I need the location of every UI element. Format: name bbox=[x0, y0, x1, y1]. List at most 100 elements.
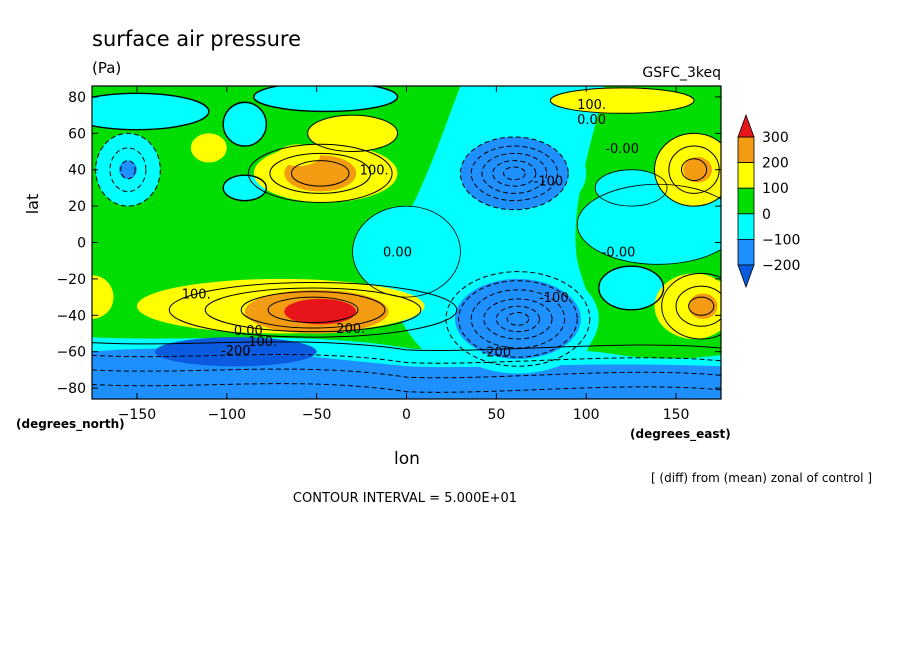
contour-line bbox=[92, 341, 721, 351]
x-tick-label: 100 bbox=[573, 407, 600, 423]
contour-interval-label: CONTOUR INTERVAL = 5.000E+01 bbox=[293, 491, 517, 506]
model-label: GSFC_3keq bbox=[642, 65, 721, 81]
diff-subtitle: [ (diff) from (mean) zonal of control ] bbox=[651, 471, 872, 485]
contour-line bbox=[307, 114, 399, 153]
contour-line bbox=[267, 296, 359, 324]
colorbar-label: 100 bbox=[762, 181, 789, 197]
contour-line bbox=[675, 285, 721, 327]
contour-label: 0.00 bbox=[234, 324, 263, 339]
colorbar-swatch bbox=[737, 187, 755, 215]
x-tick-label: 0 bbox=[402, 407, 411, 423]
chart-title: surface air pressure bbox=[92, 27, 301, 51]
contour-label: -0.00 bbox=[605, 142, 639, 157]
y-tick-label: 80 bbox=[68, 90, 86, 106]
pressure-blobs bbox=[92, 86, 721, 399]
contour-line bbox=[459, 136, 569, 211]
contour-line bbox=[594, 169, 668, 207]
anomaly-blob bbox=[460, 136, 569, 210]
colorbar-swatch bbox=[737, 162, 755, 189]
colorbar-label: −200 bbox=[762, 258, 800, 274]
anomaly-blob bbox=[595, 169, 668, 207]
colorbar: 300 200 100 0 −100 −200 bbox=[737, 113, 800, 289]
colorbar-label: 300 bbox=[762, 130, 789, 146]
anomaly-blob bbox=[550, 87, 695, 114]
contour-line bbox=[222, 174, 268, 202]
contour-label: 100. bbox=[577, 98, 606, 113]
y-tick-label: 20 bbox=[68, 199, 86, 215]
contour-lines bbox=[92, 86, 721, 393]
contour-label: -100 bbox=[539, 291, 569, 306]
y-tick-label: 40 bbox=[68, 163, 86, 179]
contour-label: -200 bbox=[482, 346, 512, 361]
contour-line bbox=[109, 147, 147, 193]
contour-label: -100 bbox=[534, 175, 564, 190]
contour-line bbox=[92, 383, 721, 393]
contour-line bbox=[549, 87, 695, 114]
contour-line bbox=[688, 296, 715, 316]
contour-line bbox=[92, 92, 210, 131]
contour-line bbox=[247, 143, 393, 203]
contour-line bbox=[445, 271, 591, 367]
contour-line bbox=[290, 160, 350, 187]
contour-line bbox=[481, 152, 548, 194]
heatmap-field bbox=[92, 86, 721, 399]
anomaly-blob bbox=[92, 93, 209, 130]
contour-label: 0.00 bbox=[383, 246, 412, 261]
anomaly-blob bbox=[654, 273, 721, 339]
contour-line bbox=[92, 354, 721, 364]
y-units-label: (degrees_north) bbox=[16, 417, 125, 432]
x-tick-label: −50 bbox=[302, 407, 332, 423]
anomaly-blob bbox=[598, 266, 664, 310]
contour-line bbox=[269, 152, 372, 194]
contour-line bbox=[654, 132, 721, 207]
contour-line bbox=[458, 280, 578, 358]
contour-line bbox=[661, 272, 721, 340]
contour-line bbox=[680, 158, 708, 182]
x-tick-label: 50 bbox=[487, 407, 505, 423]
contour-line bbox=[253, 86, 399, 113]
contour-label: -0.00 bbox=[602, 246, 636, 261]
colorbar-min-arrow bbox=[737, 264, 755, 289]
anomaly-blob bbox=[307, 115, 398, 152]
contour-label: 100. bbox=[182, 287, 211, 302]
contour-line bbox=[483, 298, 553, 340]
contour-label: -200 bbox=[221, 344, 251, 359]
colorbar-max-arrow bbox=[737, 113, 755, 138]
y-tick-label: −20 bbox=[56, 272, 86, 288]
colorbar-swatch bbox=[737, 136, 755, 164]
contour-line bbox=[470, 145, 558, 202]
anomaly-blob bbox=[118, 160, 137, 179]
contour-line bbox=[576, 183, 721, 265]
contour-line bbox=[222, 101, 268, 147]
axes: −150 −100 −50 0 50 100 150 80 60 40 20 0 −20 −40 −60 −8… bbox=[56, 86, 721, 423]
contour-label: 100. bbox=[248, 335, 277, 350]
colorbar-label: 0 bbox=[762, 207, 771, 223]
contour-label: 100. bbox=[360, 164, 389, 179]
anomaly-blob bbox=[253, 86, 398, 112]
contour-line bbox=[492, 160, 537, 187]
y-tick-label: −80 bbox=[56, 381, 86, 397]
y-tick-label: −60 bbox=[56, 345, 86, 361]
colorbar-swatch bbox=[737, 213, 755, 240]
x-tick-label: 150 bbox=[663, 407, 690, 423]
y-axis-title: lat bbox=[23, 194, 42, 215]
x-tick-label: −150 bbox=[118, 407, 156, 423]
anomaly-blob bbox=[154, 337, 317, 367]
contour-label: 200. bbox=[336, 322, 365, 337]
units-label: (Pa) bbox=[92, 59, 121, 77]
contour-line bbox=[120, 160, 136, 180]
contour-label: 0.00 bbox=[577, 113, 606, 128]
x-axis-title: lon bbox=[394, 449, 420, 469]
anomaly-blob bbox=[223, 175, 267, 201]
contour-line bbox=[598, 265, 665, 311]
anomaly-blob bbox=[190, 133, 227, 163]
y-tick-label: 60 bbox=[68, 126, 86, 142]
anomaly-blob bbox=[223, 102, 267, 147]
y-tick-label: 0 bbox=[77, 236, 86, 252]
anomaly-blob bbox=[455, 278, 581, 359]
y-tick-label: −40 bbox=[56, 308, 86, 324]
x-units-label: (degrees_east) bbox=[630, 427, 731, 442]
contour-line bbox=[92, 368, 721, 379]
